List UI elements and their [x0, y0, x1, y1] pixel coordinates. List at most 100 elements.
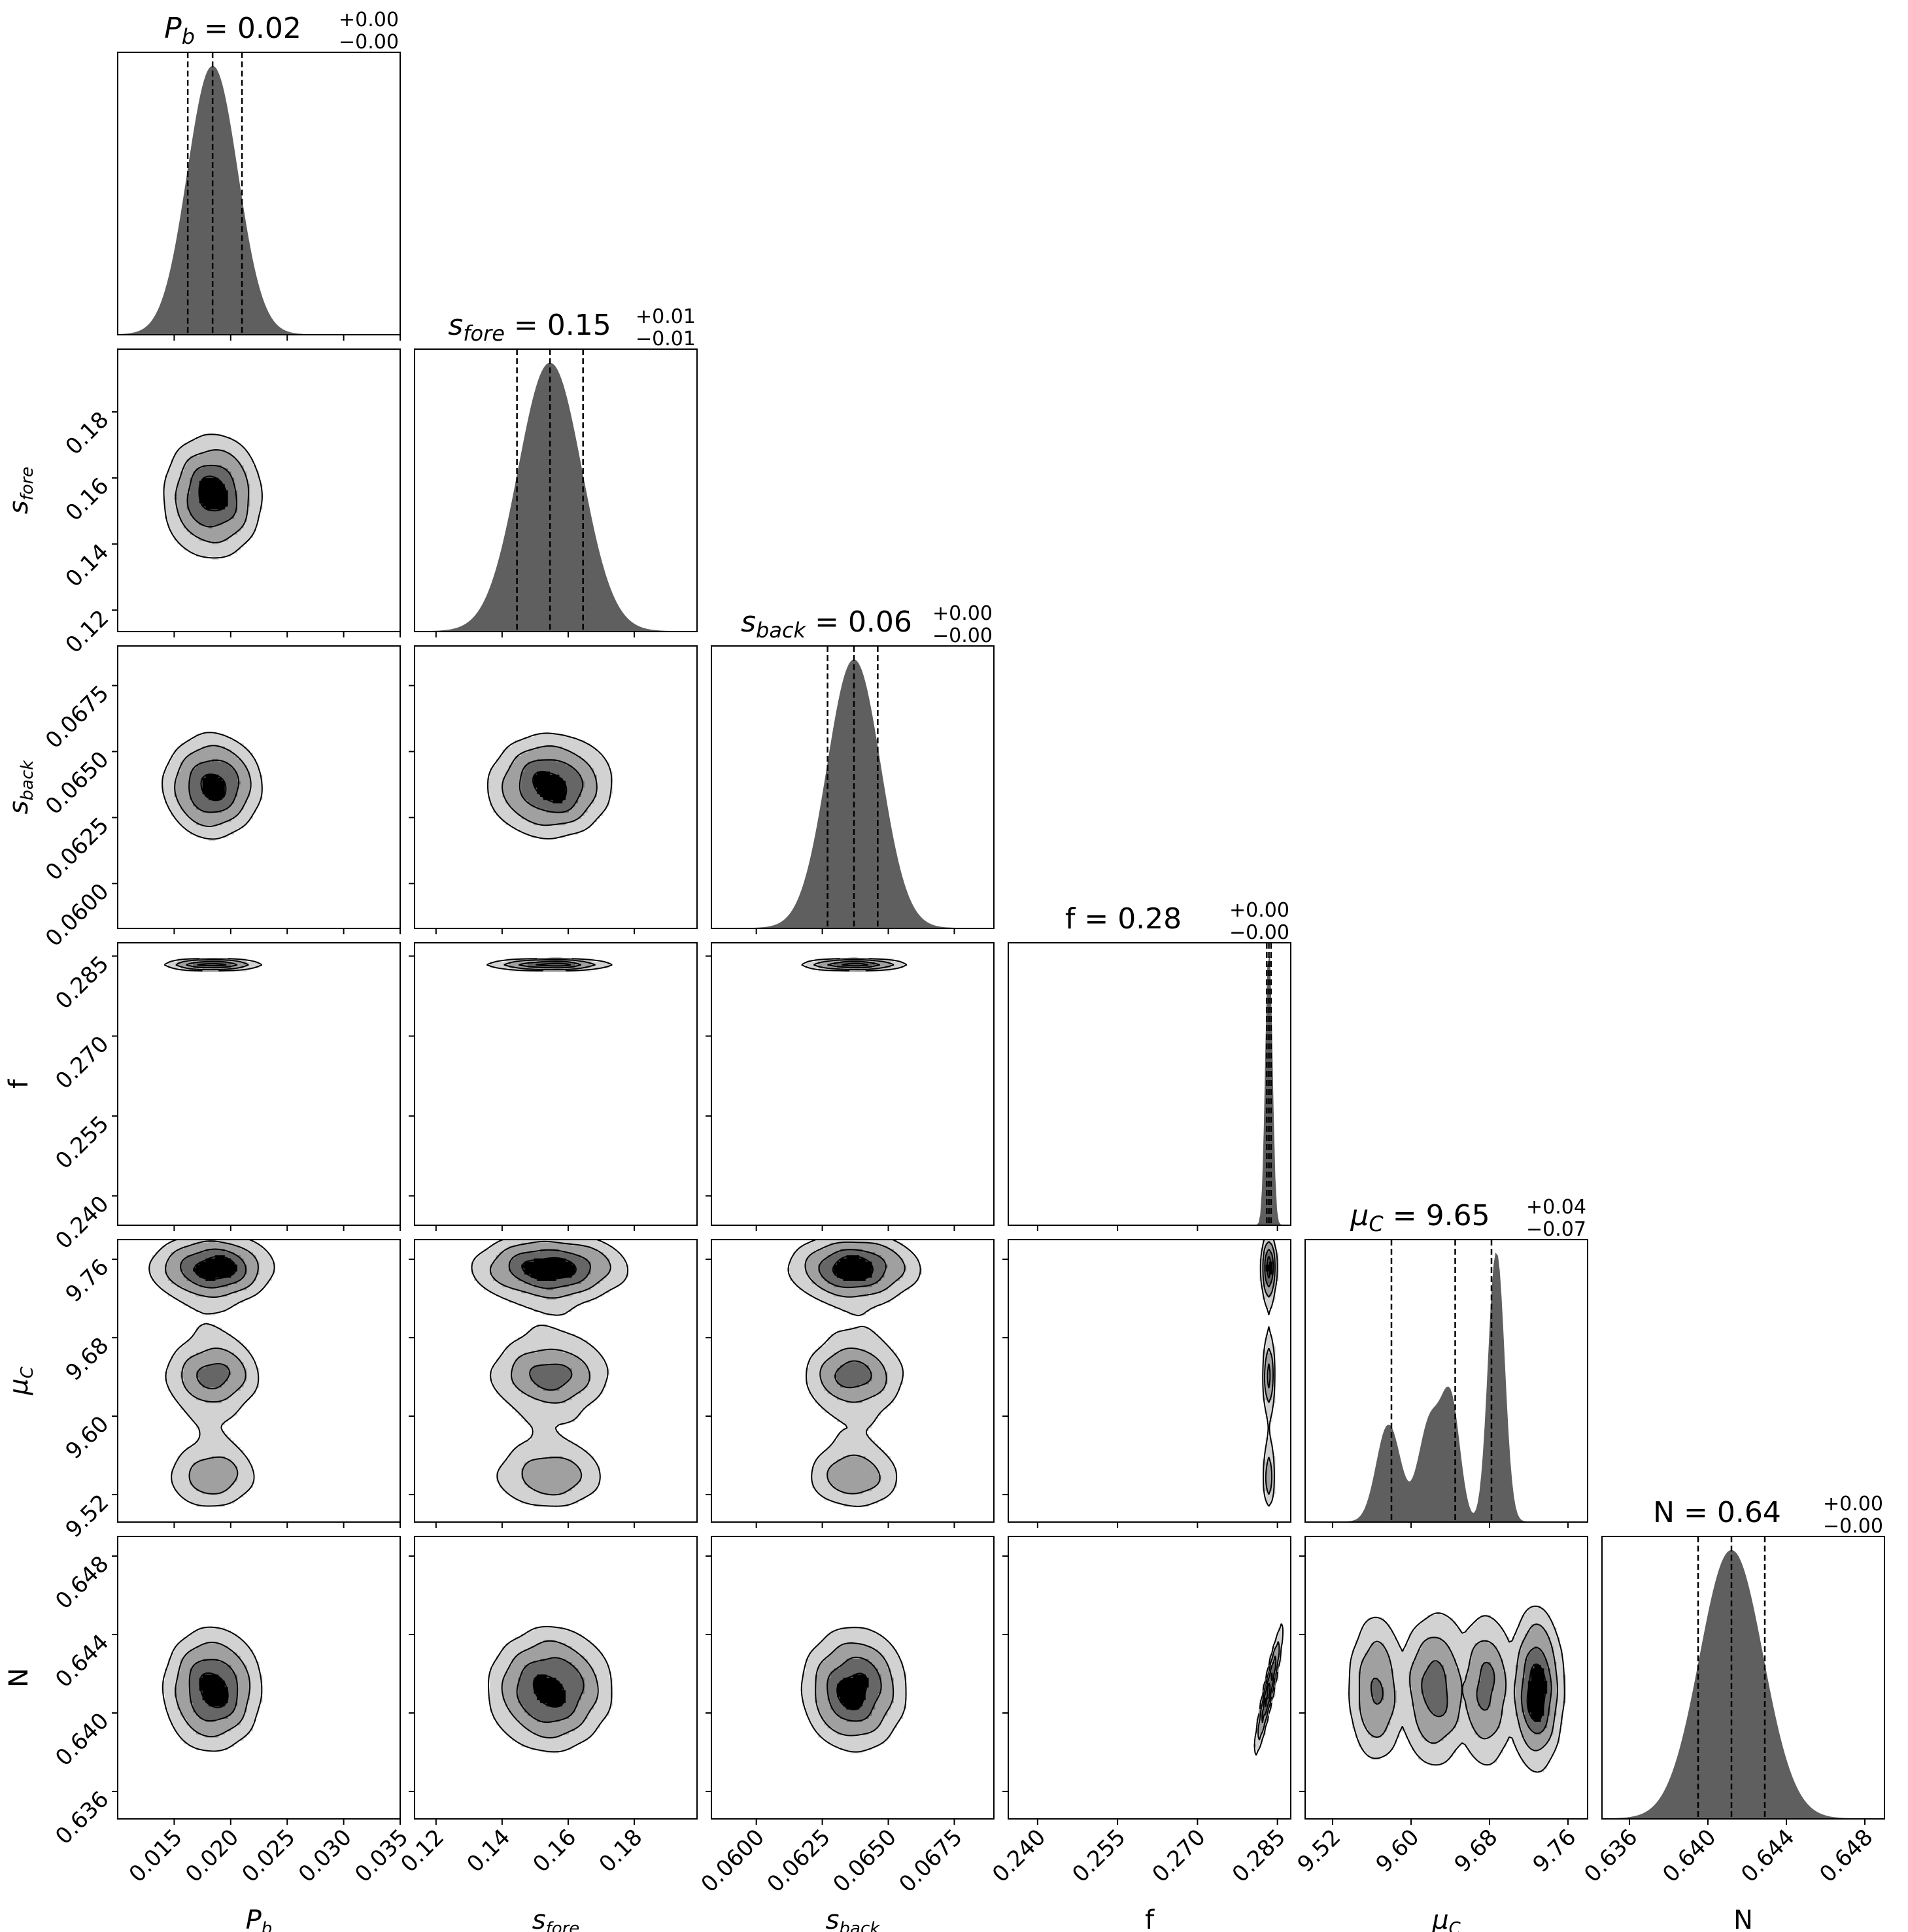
x-tick-label-sback: 0.0650	[828, 1824, 901, 1897]
x-axis-label-n: N	[1733, 1905, 1753, 1932]
panel-frame	[1008, 942, 1291, 1226]
contour-line-level-4	[1266, 1256, 1272, 1279]
panel-frame	[117, 52, 401, 335]
panel-title-value-pb: 0.02	[237, 12, 301, 45]
axis-label-muc-symbol: μ	[4, 1378, 34, 1395]
x-tick-label-n: 0.648	[1814, 1824, 1878, 1888]
y-tick-label-sback: 0.0625	[41, 813, 114, 886]
panel-frame	[414, 942, 698, 1226]
axis-label-pb-subscript: b	[262, 1919, 273, 1932]
panel-frame	[1304, 1536, 1588, 1820]
y-tick-label-sfore: 0.14	[61, 539, 114, 592]
panel-title-value-sfore: 0.15	[547, 309, 611, 342]
x-tick-label-f: 0.255	[1067, 1824, 1131, 1888]
contour-panel-pb-sfore: 0.12 0.14 0.16 0.18	[61, 348, 401, 658]
contour-line-level-2	[174, 745, 252, 827]
panel-frame	[711, 942, 995, 1226]
axis-label-sfore-subscript: fore	[463, 321, 505, 346]
axis-label-sback-symbol: s	[826, 1905, 840, 1932]
contour-line-level-3	[516, 1657, 585, 1723]
panel-title-minus-n: −0.00	[1823, 1515, 1883, 1538]
axis-label-f-symbol: f	[1065, 902, 1076, 936]
axis-label-sfore-subscript: fore	[546, 1919, 580, 1932]
histogram-n	[1601, 1550, 1884, 1820]
contour-line-level-3	[827, 960, 881, 969]
contour-line-level-2	[501, 1640, 599, 1739]
contour-line-level-2	[489, 1240, 611, 1496]
axis-label-sback-symbol: s	[4, 800, 34, 814]
contour-line-level-1	[1348, 1605, 1565, 1773]
axis-label-sback-symbol: s	[741, 605, 756, 639]
contour-fill-level-4	[834, 1255, 872, 1281]
contour-fill-level-4	[837, 1674, 869, 1710]
panel-frame	[1304, 1239, 1588, 1523]
contour-line-level-4	[200, 773, 227, 802]
y-tick-label-sfore: 0.16	[61, 473, 114, 526]
axis-label-muc-subscript: C	[1369, 1212, 1384, 1236]
contour-line-level-1	[1259, 1239, 1278, 1507]
axis-label-pb-subscript: b	[182, 24, 195, 49]
contour-line-level-3	[508, 1249, 592, 1391]
histogram-pb	[117, 65, 400, 335]
y-tick-label-muc: 9.60	[61, 1411, 114, 1465]
axis-label-sfore-symbol: s	[448, 309, 463, 342]
contour-line-level-2	[503, 958, 596, 970]
contour-fill-level-4	[199, 477, 228, 510]
x-tick-label-pb: 0.015	[124, 1824, 188, 1888]
contour-line-level-4	[1265, 1672, 1273, 1707]
contour-panel-f-muc	[1002, 1239, 1291, 1528]
panel-title-value-n: 0.64	[1717, 1496, 1781, 1529]
contour-line-level-4	[197, 963, 227, 966]
contour-line-level-1	[486, 732, 613, 839]
contour-line-level-1	[800, 1627, 907, 1753]
axis-label-muc-subscript: C	[18, 1366, 37, 1378]
panel-frame	[414, 1536, 698, 1820]
contour-fill-level-4	[534, 1674, 566, 1706]
axis-label-f-symbol: f	[4, 1079, 34, 1089]
contour-line-level-4	[832, 1255, 874, 1281]
contour-panel-sback-f	[706, 942, 995, 1231]
panel-frame	[117, 942, 401, 1226]
y-axis-label-sfore: sfore	[4, 467, 37, 515]
y-tick-label-muc: 9.68	[61, 1332, 114, 1386]
contour-line-level-4	[532, 771, 568, 803]
panel-frame	[711, 645, 995, 929]
x-tick-label-sfore: 0.12	[396, 1824, 449, 1878]
x-tick-label-n: 0.636	[1579, 1824, 1643, 1888]
axis-label-n-symbol: N	[4, 1668, 34, 1687]
axis-label-sback-subscript: back	[18, 760, 37, 801]
y-tick-label-muc: 9.52	[61, 1489, 114, 1543]
histogram-panel-sfore: sfore = 0.15 +0.01−0.01	[414, 305, 698, 637]
histogram-panel-muc: μC = 9.65 +0.04−0.07	[1304, 1196, 1588, 1528]
axis-label-sfore-symbol: s	[532, 1905, 546, 1932]
histogram-sfore	[414, 362, 698, 632]
contour-line-level-4	[532, 1674, 566, 1708]
panel-frame	[117, 1536, 401, 1820]
panel-frame	[711, 1239, 995, 1523]
panel-title-muc: μC = 9.65	[1350, 1199, 1490, 1236]
panel-title-value-sback: 0.06	[848, 605, 912, 639]
x-axis-label-muc: μC	[1431, 1905, 1461, 1932]
x-axis-label-pb: Pb	[246, 1905, 273, 1932]
contour-line-level-4	[836, 1672, 868, 1710]
axis-label-f-symbol: f	[1145, 1905, 1155, 1932]
x-tick-label-sback: 0.0600	[696, 1824, 770, 1897]
panel-title-plus-n: +0.00	[1823, 1493, 1883, 1516]
contour-line-level-3	[188, 759, 240, 813]
contour-line-level-3	[1261, 1655, 1277, 1723]
panel-frame	[1601, 1536, 1885, 1820]
x-tick-label-sfore: 0.18	[594, 1824, 648, 1878]
y-axis-label-f: f	[4, 1079, 34, 1089]
histogram-panel-sback: sback = 0.06 +0.00−0.00	[711, 602, 995, 934]
panel-title-plus-sback: +0.00	[932, 602, 993, 625]
contour-fill-level-3	[1371, 1646, 1550, 1735]
x-tick-label-sback: 0.0675	[894, 1824, 967, 1897]
y-axis-label-n: N	[4, 1668, 34, 1687]
x-tick-label-muc: 9.76	[1528, 1824, 1582, 1878]
axis-label-sback-subscript: back	[840, 1919, 881, 1932]
contour-line-level-2	[1262, 1241, 1276, 1495]
axis-label-pb-symbol: P	[246, 1905, 262, 1932]
contour-line-level-4	[194, 1255, 237, 1280]
x-tick-label-pb: 0.020	[180, 1824, 244, 1888]
contour-panel-sback-muc	[706, 1239, 995, 1528]
